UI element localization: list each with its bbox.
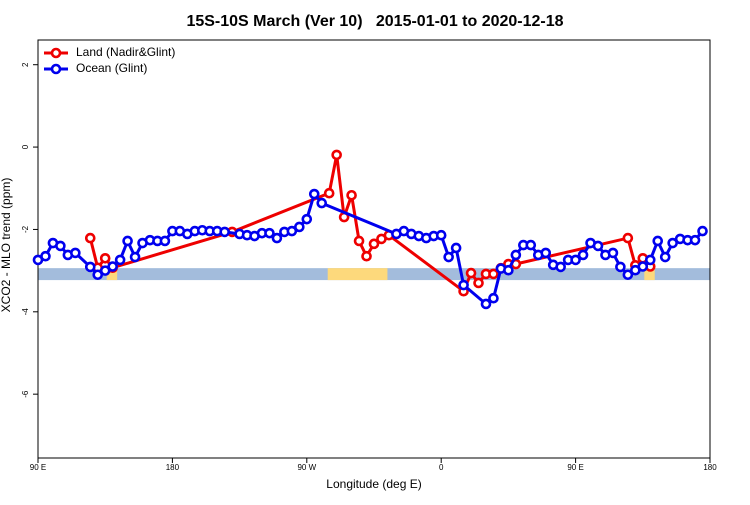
series-point [323,187,335,199]
series-point [607,247,619,259]
series-point [294,221,305,233]
series-point [450,242,462,254]
series-point [70,247,81,259]
x-tick-label: 180 [703,463,717,472]
chart-title: 15S-10S March (Ver 10) 2015-01-01 to 202… [186,13,563,30]
series-point [301,213,313,225]
x-tick-label: 90 E [30,463,46,472]
series-point [443,251,454,263]
series-point [473,277,484,289]
series-point [615,261,626,273]
y-axis-label: XCO2 - MLO trend (ppm) [0,178,13,313]
series-point [644,254,656,266]
series-point [84,232,96,244]
series-point [622,232,634,244]
series-point [637,261,649,272]
series-point [353,235,365,247]
series-point [219,226,230,238]
series-point [659,251,671,263]
series-point [159,235,171,247]
series-point [92,269,104,281]
legend-marker [50,47,62,59]
legend-label: Land (Nadir&Glint) [76,45,175,59]
legend-label: Ocean (Glint) [76,61,147,75]
series-point [488,292,499,304]
series-point [84,261,96,273]
band-highlight [644,268,655,281]
legend-marker [50,63,62,75]
series-point [107,261,118,272]
series-point [346,189,357,201]
series-point [570,254,581,266]
series-point [540,247,552,259]
series-point [510,249,522,261]
y-tick-label: -4 [21,308,30,316]
plot-frame [37,39,711,459]
series-point [652,235,664,247]
series-point [488,268,499,280]
x-axis-label: Longitude (deg E) [326,477,421,491]
band-highlight [327,268,388,281]
series-point [264,227,275,239]
x-tick-label: 90 W [297,463,316,472]
x-tick-label: 180 [166,463,180,472]
series-point [122,235,133,247]
series-point [361,250,372,262]
series-point [55,240,66,252]
series-point [40,250,51,262]
series-point [503,264,514,276]
series-point [99,265,111,276]
series-point [697,225,708,237]
series-point [331,149,342,161]
band-highlight [106,268,118,281]
series-point [592,240,604,252]
series-point [689,234,701,246]
y-tick-label: -6 [21,390,30,398]
series-point [99,252,111,264]
series-point [114,254,126,266]
series-point [435,229,447,241]
y-tick-label: -2 [21,225,30,233]
series-point [525,239,537,251]
series-point [368,238,380,250]
series-point [555,261,566,273]
series-point [316,197,328,209]
x-tick-label: 90 E [567,463,583,472]
series-point [458,279,469,291]
series-point [129,251,141,263]
series-point [577,249,589,261]
series-point [308,188,320,200]
series-point [286,225,298,237]
x-tick-label: 0 [439,463,444,472]
series-point [271,232,283,244]
y-tick-label: 2 [21,62,30,67]
series-point [667,237,678,249]
series-point [465,267,477,279]
series-point [622,269,634,281]
y-tick-label: 0 [21,144,30,149]
series-point [480,298,492,310]
